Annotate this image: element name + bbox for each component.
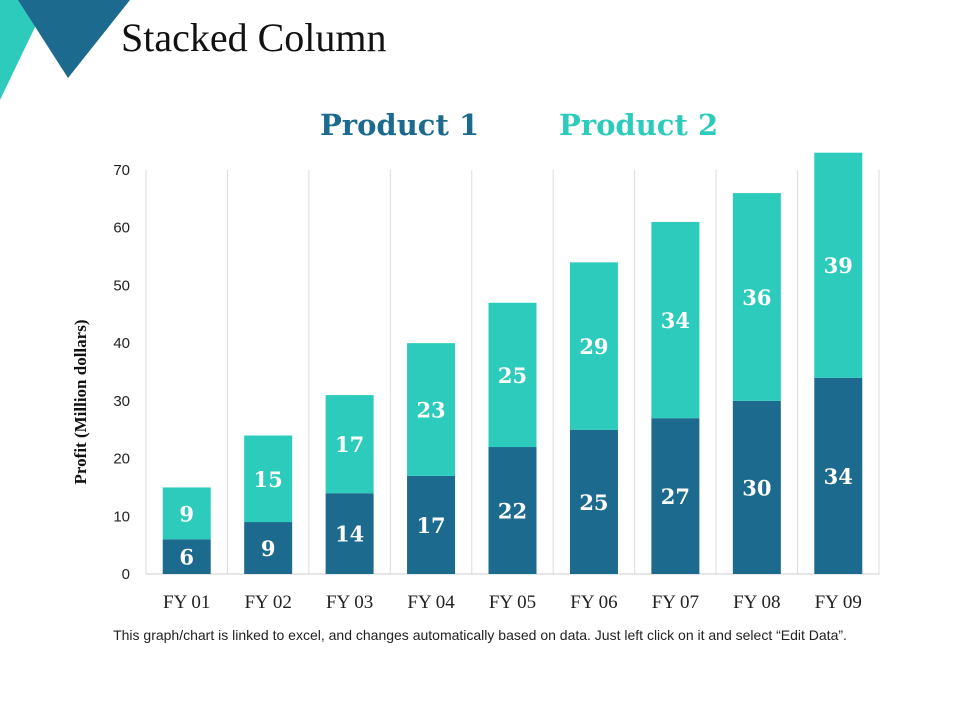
y-tick-label: 50 xyxy=(113,277,130,294)
y-tick-label: 10 xyxy=(113,508,130,525)
footnote: This graph/chart is linked to excel, and… xyxy=(113,627,847,643)
bar-segment-product-1 xyxy=(162,539,211,574)
bar-segment-product-2 xyxy=(407,343,456,476)
data-label-product-2: 39 xyxy=(824,253,853,278)
y-tick-label: 40 xyxy=(113,335,130,352)
bar-segment-product-1 xyxy=(814,377,863,574)
data-label-product-2: 23 xyxy=(416,398,445,423)
x-tick-label: FY 03 xyxy=(326,592,373,613)
bar-segment-product-1 xyxy=(569,429,618,574)
y-tick-label: 20 xyxy=(113,451,130,468)
bar-segment-product-1 xyxy=(488,447,537,574)
data-label-product-2: 15 xyxy=(254,467,283,492)
data-label-product-1: 25 xyxy=(579,490,608,515)
legend-product-1: Product 1 xyxy=(320,108,480,142)
bar-segment-product-2 xyxy=(325,395,374,494)
bar-segment-product-1 xyxy=(244,522,293,574)
bar-segment-product-2 xyxy=(569,262,618,430)
data-label-product-2: 17 xyxy=(335,432,364,457)
x-tick-label: FY 07 xyxy=(652,592,699,613)
data-label-product-1: 17 xyxy=(416,513,445,538)
data-label-product-1: 30 xyxy=(742,475,771,500)
bar-segment-product-1 xyxy=(651,418,700,574)
x-tick-label: FY 04 xyxy=(407,592,455,613)
data-label-product-1: 9 xyxy=(261,536,276,561)
y-tick-label: 70 xyxy=(113,162,130,179)
x-tick-label: FY 02 xyxy=(244,592,291,613)
y-tick-label: 60 xyxy=(113,220,130,237)
data-label-product-1: 34 xyxy=(824,464,853,489)
y-axis-label: Profit (Million dollars) xyxy=(71,320,90,485)
data-label-product-1: 6 xyxy=(179,545,194,570)
bar-segment-product-1 xyxy=(325,493,374,574)
data-label-product-1: 22 xyxy=(498,499,527,524)
data-label-product-1: 27 xyxy=(661,484,690,509)
bar-segment-product-2 xyxy=(162,487,211,540)
data-label-product-2: 25 xyxy=(498,363,527,388)
legend-product-2: Product 2 xyxy=(559,108,719,142)
data-label-product-1: 14 xyxy=(335,522,364,547)
x-tick-label: FY 05 xyxy=(489,592,536,613)
data-label-product-2: 9 xyxy=(179,501,194,526)
x-tick-label: FY 08 xyxy=(733,592,780,613)
stacked-column-chart: 0 10 20 30 40 50 60 70 Profit (Million dollars) 6… xyxy=(71,152,880,613)
bar-segment-product-1 xyxy=(407,475,456,574)
bar-segment-product-2 xyxy=(488,302,537,448)
bar-segment-product-2 xyxy=(244,435,293,523)
y-tick-label: 30 xyxy=(113,393,130,410)
x-tick-label: FY 06 xyxy=(570,592,617,613)
x-tick-label: FY 09 xyxy=(815,592,862,613)
bar-segment-product-2 xyxy=(814,152,863,378)
slide-title: Stacked Column xyxy=(121,15,387,60)
corner-decoration xyxy=(0,0,130,100)
y-tick-label: 0 xyxy=(122,566,130,583)
bar-segment-product-2 xyxy=(651,221,700,419)
bar-segment-product-1 xyxy=(732,400,781,574)
x-tick-label: FY 01 xyxy=(163,592,210,613)
data-label-product-2: 34 xyxy=(661,308,690,333)
corner-blue-triangle xyxy=(18,0,130,78)
data-label-product-2: 36 xyxy=(742,285,771,310)
data-label-product-2: 29 xyxy=(579,334,608,359)
bar-segment-product-2 xyxy=(732,193,781,401)
